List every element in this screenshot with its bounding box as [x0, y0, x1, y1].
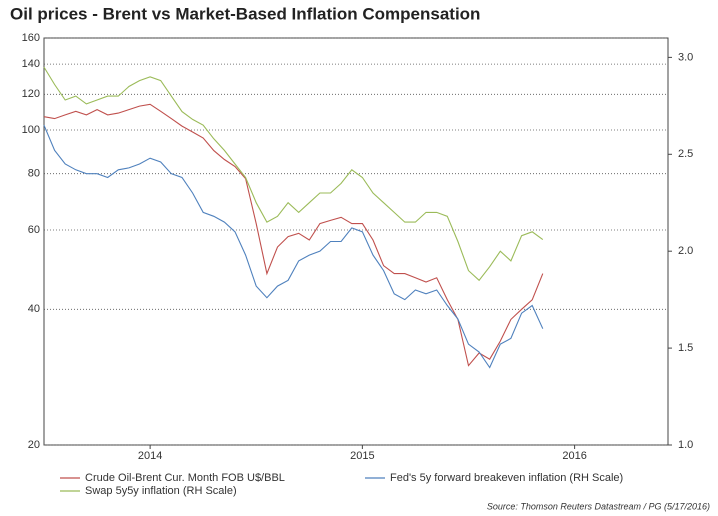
source: Source: Thomson Reuters Datastream / PG …	[487, 501, 710, 511]
y-tick-label: 100	[22, 124, 40, 136]
series-line	[43, 66, 544, 282]
y-tick-label: 40	[28, 303, 40, 315]
x-tick-label: 2015	[350, 450, 374, 462]
plot-frame	[43, 37, 669, 446]
series-line	[43, 124, 544, 369]
legend-label: Fed's 5y forward breakeven inflation (RH…	[390, 472, 623, 484]
y-tick-label: 140	[22, 58, 40, 70]
y2-tick-label: 1.5	[678, 342, 693, 354]
x-tick-label: 2016	[562, 450, 586, 462]
legend-label: Crude Oil-Brent Cur. Month FOB U$/BBL	[85, 472, 285, 484]
y2-tick-label: 3.0	[678, 51, 693, 63]
y2-tick-label: 2.0	[678, 245, 693, 257]
x-tick-label: 2014	[138, 450, 162, 462]
y-tick-label: 20	[28, 439, 40, 451]
series-line	[43, 103, 544, 367]
chart-title: Oil prices - Brent vs Market-Based Infla…	[10, 4, 480, 23]
y2-tick-label: 1.0	[678, 439, 693, 451]
y-tick-label: 80	[28, 168, 40, 180]
y2-tick-label: 2.5	[678, 148, 693, 160]
legend-label: Swap 5y5y inflation (RH Scale)	[85, 485, 237, 497]
y-tick-label: 160	[22, 32, 40, 44]
y-tick-label: 120	[22, 88, 40, 100]
y-tick-label: 60	[28, 224, 40, 236]
